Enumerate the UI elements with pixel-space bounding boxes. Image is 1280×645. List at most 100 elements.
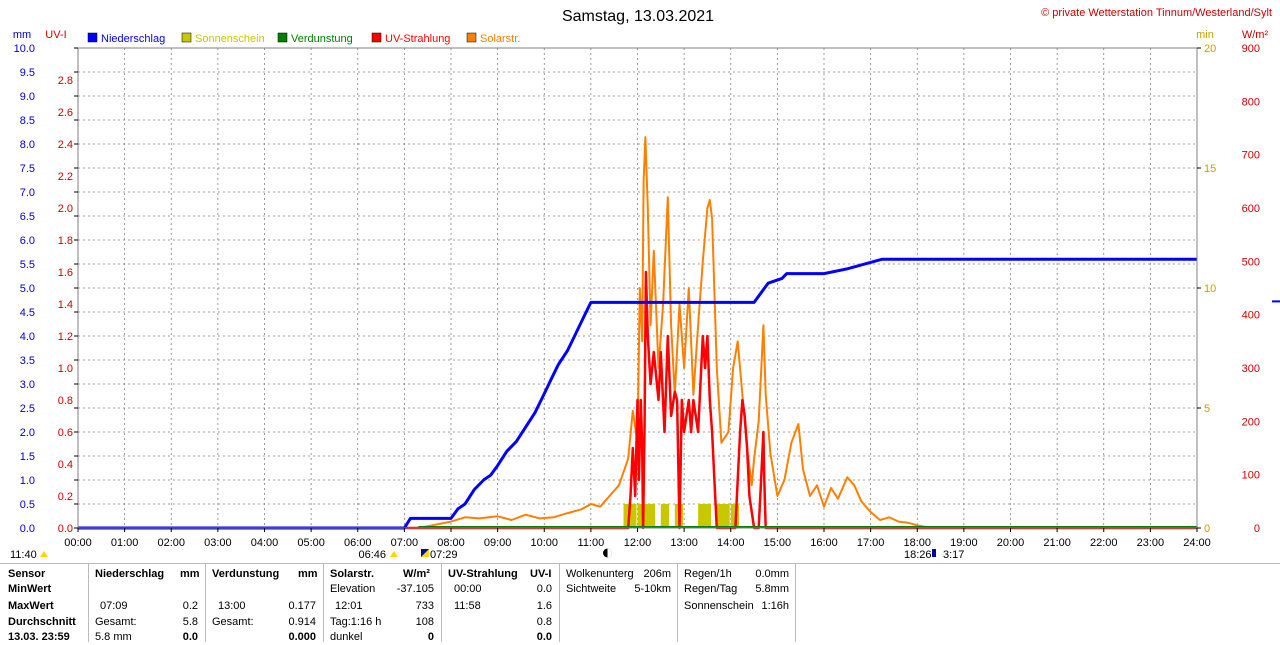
rain-tick-label: 8.5	[20, 115, 35, 127]
dawn-marker-icon	[390, 551, 398, 557]
moon-half-icon	[607, 548, 612, 558]
solar-axis-unit: W/m²	[1242, 29, 1269, 41]
solar-column: Solarstr. W/m² Elevation -37.105 12:01 7…	[323, 564, 442, 643]
solar-day-label: Tag:1:16 h	[330, 616, 382, 628]
evap-max-value: 0.177	[288, 600, 316, 612]
uv-unit: UV-I	[530, 568, 552, 580]
solar-tick-label: 800	[1242, 96, 1260, 108]
dusk-label: 3:17	[943, 549, 964, 561]
x-tick-label: 02:00	[157, 537, 185, 549]
sunset-marker-icon	[932, 549, 936, 557]
rain-axis-unit: mm	[13, 29, 31, 41]
legend-swatch	[277, 32, 288, 43]
min-tick-label: 0	[1204, 523, 1210, 535]
rain-tick-label: 1.5	[20, 451, 35, 463]
sensor-label: Sensor	[8, 568, 46, 580]
rain-tick-label: 4.5	[20, 307, 35, 319]
solar-tick-label: 900	[1242, 43, 1260, 55]
chart-series	[78, 136, 1197, 530]
sunshine-bar	[637, 504, 656, 528]
evap-max-time: 13:00	[218, 600, 246, 612]
x-tick-label: 08:00	[437, 537, 465, 549]
legend-swatch	[87, 32, 98, 43]
rain-day-value: 5.8mm	[755, 583, 789, 595]
uv-avg-value: 0.8	[536, 616, 552, 628]
x-tick-label: 17:00	[857, 537, 885, 549]
durchschnitt-label: Durchschnitt	[8, 616, 76, 628]
evap-last-value: 0.000	[288, 631, 316, 643]
chart-axes: 00:00 01:00 02:00 03:00 04:00 05:00 06:00 07:00…	[14, 43, 1260, 549]
legend-label: Sonnenschein	[195, 33, 265, 45]
rain-sum-value: 5.8	[182, 616, 198, 628]
rain-tick-label: 10.0	[14, 43, 35, 55]
rain-tick-label: 5.0	[20, 283, 35, 295]
x-tick-label: 01:00	[111, 537, 139, 549]
uv-tick-label: 0.2	[58, 491, 73, 503]
uv-tick-label: 0.0	[58, 523, 73, 535]
visibility-label: Sichtweite	[566, 583, 617, 595]
solar-dark-value: 0	[427, 631, 434, 643]
min-tick-label: 20	[1204, 43, 1216, 55]
visibility-value: 5-10km	[634, 583, 671, 595]
rain-tick-label: 9.0	[20, 91, 35, 103]
x-tick-label: 18:00	[903, 537, 931, 549]
stats-table: Sensor MinWert MaxWert Durchschnitt 13.0…	[0, 563, 1280, 643]
chart-legend: Niederschlag Sonnenschein Verdunstung UV-St…	[87, 32, 520, 45]
rain-max-value: 0.2	[182, 600, 198, 612]
evap-sum-label: Gesamt:	[212, 616, 254, 628]
min-tick-label: 5	[1204, 403, 1210, 415]
x-tick-label: 14:00	[717, 537, 745, 549]
solar-series-line	[78, 136, 1197, 529]
solar-unit: W/m²	[403, 568, 430, 580]
solar-max-time: 12:01	[335, 600, 363, 612]
rain-series-line	[78, 257, 1197, 530]
uv-axis-unit: UV-I	[45, 29, 66, 41]
sunshine-bar	[660, 504, 670, 528]
x-tick-label: 06:00	[344, 537, 372, 549]
rain-day-label: Regen/Tag	[684, 583, 738, 595]
uv-tick-label: 1.2	[58, 331, 73, 343]
solar-tick-label: 600	[1242, 203, 1260, 215]
rain-tick-label: 2.0	[20, 427, 35, 439]
solar-max-value: 733	[415, 600, 434, 612]
x-tick-label: 15:00	[764, 537, 792, 549]
minwert-label: MinWert	[8, 583, 52, 595]
weather-chart: Samstag, 13.03.2021 © private Wetterstat…	[10, 7, 1280, 561]
solar-head: Solarstr.	[330, 568, 375, 580]
solar-tick-label: 200	[1242, 416, 1260, 428]
uv-series-line	[78, 270, 1197, 530]
rain-unit: mm	[180, 568, 200, 580]
evap-sum-value: 0.914	[288, 616, 316, 628]
solar-tick-label: 100	[1242, 470, 1260, 482]
uv-column: UV-Strahlung UV-I 00:00 0.0 11:58 1.6 0.…	[441, 564, 560, 643]
x-tick-label: 12:00	[624, 537, 652, 549]
uv-tick-label: 1.0	[58, 363, 73, 375]
uv-max-value: 1.6	[536, 600, 552, 612]
evap-unit: mm	[298, 568, 318, 580]
solar-tick-label: 0	[1254, 523, 1260, 535]
sunset-label: 18:26	[904, 549, 932, 561]
uv-last-value: 0.0	[536, 631, 552, 643]
rain-tick-label: 2.5	[20, 403, 35, 415]
x-tick-label: 13:00	[670, 537, 698, 549]
min-tick-label: 10	[1204, 283, 1216, 295]
x-tick-label: 21:00	[1043, 537, 1071, 549]
legend-label: UV-Strahlung	[385, 33, 450, 45]
x-tick-label: 03:00	[204, 537, 232, 549]
dawn-label: 06:46	[358, 549, 386, 561]
uv-tick-label: 1.4	[58, 299, 73, 311]
rain-tick-label: 1.0	[20, 475, 35, 487]
solar-elevation-value: -37.105	[396, 583, 434, 595]
sunrise-marker-fill-icon	[421, 549, 429, 557]
x-tick-label: 22:00	[1090, 537, 1118, 549]
uv-min-time: 00:00	[454, 583, 482, 595]
uv-min-value: 0.0	[536, 583, 552, 595]
rain-column: Niederschlag mm 07:09 0.2 Gesamt: 5.8 5.…	[88, 564, 206, 643]
x-tick-label: 20:00	[997, 537, 1025, 549]
sunshine-bar	[716, 504, 730, 528]
legend-label: Verdunstung	[291, 33, 353, 45]
sunrise-label: 07:29	[430, 549, 458, 561]
legend-swatch	[181, 32, 192, 43]
x-tick-label: 05:00	[297, 537, 325, 549]
solar-tick-label: 500	[1242, 256, 1260, 268]
